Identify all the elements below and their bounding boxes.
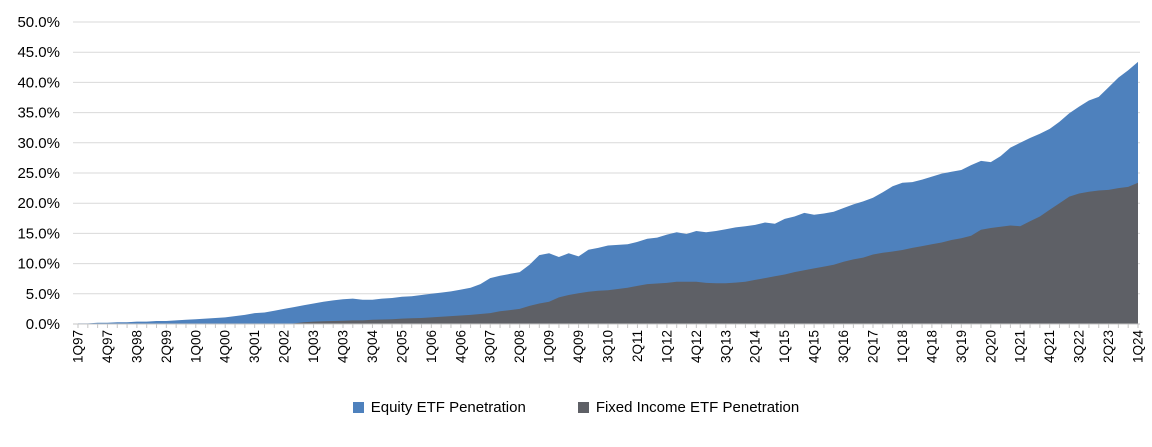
x-axis-label: 2Q14 (748, 330, 763, 364)
x-axis-label: 3Q01 (247, 330, 262, 363)
legend-label-equity: Equity ETF Penetration (370, 399, 526, 416)
y-axis-label: 50.0% (17, 14, 60, 31)
x-axis-label: 4Q00 (218, 330, 233, 363)
y-axis-label: 30.0% (17, 135, 60, 152)
x-axis-label: 1Q03 (306, 330, 321, 363)
x-axis-label: 3Q13 (718, 330, 733, 363)
x-axis-label: 2Q05 (394, 330, 409, 363)
x-axis-label: 2Q99 (159, 330, 174, 363)
x-axis-label: 4Q09 (571, 330, 586, 363)
y-axis-label: 5.0% (26, 286, 60, 303)
x-axis-label: 4Q06 (453, 330, 468, 363)
y-axis-label: 45.0% (17, 44, 60, 61)
x-axis-label: 4Q97 (100, 330, 115, 363)
x-axis-label: 3Q16 (836, 330, 851, 363)
x-axis-label: 1Q06 (424, 330, 439, 363)
x-axis-label: 2Q20 (983, 330, 998, 363)
x-axis-label: 1Q24 (1131, 330, 1146, 364)
y-axis-label: 10.0% (17, 256, 60, 273)
x-axis-label: 4Q18 (924, 330, 939, 363)
x-axis-label: 3Q10 (601, 330, 616, 363)
x-axis-label: 3Q98 (129, 330, 144, 363)
y-axis-label: 25.0% (17, 165, 60, 182)
fixed-income-area-series (78, 182, 1138, 324)
y-axis-label: 20.0% (17, 195, 60, 212)
x-axis-label: 2Q17 (866, 330, 881, 363)
x-axis-label: 1Q18 (895, 330, 910, 363)
x-axis-label: 4Q03 (336, 330, 351, 363)
x-axis-label: 1Q09 (542, 330, 557, 363)
x-axis-label: 1Q15 (777, 330, 792, 363)
equity-legend-swatch-icon (352, 402, 364, 413)
x-axis-label: 1Q12 (659, 330, 674, 363)
chart-legend: Equity ETF Penetration Fixed Income ETF … (0, 399, 1152, 416)
fixed-income-legend-swatch-icon (577, 402, 589, 413)
x-axis-label: 1Q00 (188, 330, 203, 363)
x-axis-label: 4Q15 (807, 330, 822, 363)
y-axis-label: 0.0% (26, 316, 60, 333)
legend-item-fixed-income: Fixed Income ETF Penetration (577, 399, 800, 416)
y-axis-label: 40.0% (17, 74, 60, 91)
y-axis-label: 35.0% (17, 105, 60, 122)
legend-label-fixed-income: Fixed Income ETF Penetration (595, 399, 800, 416)
x-axis-label: 4Q21 (1042, 330, 1057, 363)
x-axis-label: 1Q97 (71, 330, 86, 363)
legend-item-equity: Equity ETF Penetration (352, 399, 526, 416)
x-axis-label: 3Q19 (954, 330, 969, 363)
x-axis-label: 2Q11 (630, 330, 645, 362)
x-axis-label: 2Q02 (277, 330, 292, 363)
plot-area: 0.0% 5.0% 10.0% 15.0% 20.0% 25.0% 30.0% 35.0% 40… (17, 14, 1146, 364)
x-axis-label: 3Q07 (483, 330, 498, 363)
x-axis-label: 3Q04 (365, 330, 380, 364)
x-axis-label: 2Q23 (1101, 330, 1116, 363)
x-axis-label: 4Q12 (689, 330, 704, 363)
y-axis-label: 15.0% (17, 225, 60, 242)
x-axis-label: 1Q21 (1013, 330, 1028, 363)
x-axis-label: 2Q08 (512, 330, 527, 363)
x-axis-label: 3Q22 (1072, 330, 1087, 363)
